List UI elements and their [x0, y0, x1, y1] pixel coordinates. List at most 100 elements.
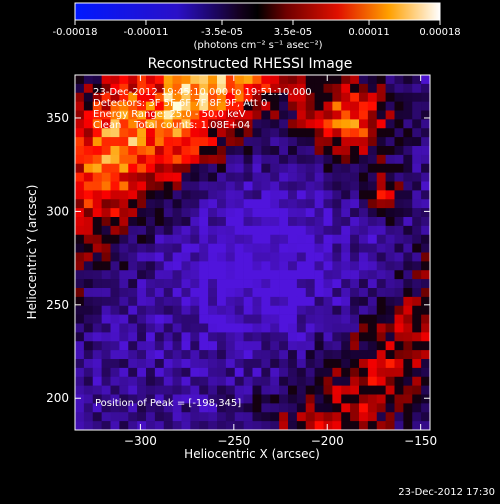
- heatmap-cell: [217, 75, 227, 85]
- heatmap-cell: [261, 261, 271, 271]
- heatmap-cell: [323, 350, 333, 360]
- heatmap-cell: [172, 110, 182, 120]
- heatmap-cell: [350, 403, 360, 413]
- heatmap-cell: [323, 252, 333, 262]
- heatmap-cell: [394, 367, 404, 378]
- heatmap-cell: [288, 314, 298, 324]
- heatmap-cell: [101, 270, 111, 280]
- heatmap-cell: [314, 279, 324, 289]
- heatmap-cell: [217, 359, 227, 369]
- heatmap-cell: [225, 341, 236, 351]
- heatmap-cell: [146, 305, 156, 315]
- heatmap-cell: [208, 288, 218, 298]
- heatmap-cell: [279, 350, 289, 360]
- heatmap-cell: [270, 172, 280, 182]
- heatmap-cell: [314, 92, 324, 102]
- heatmap-cell: [314, 208, 324, 218]
- heatmap-cell: [359, 341, 369, 351]
- heatmap-cell: [83, 350, 94, 360]
- heatmap-cell: [101, 376, 111, 386]
- heatmap-cell: [332, 412, 342, 422]
- heatmap-cell: [261, 332, 271, 342]
- x-tick-label: −250: [217, 434, 250, 448]
- heatmap-cell: [350, 243, 360, 253]
- heatmap-cell: [314, 225, 324, 236]
- heatmap-cell: [270, 394, 280, 404]
- heatmap-image: [75, 75, 431, 431]
- heatmap-cell: [75, 83, 85, 94]
- heatmap-cell: [199, 119, 209, 129]
- heatmap-cell: [376, 75, 386, 85]
- heatmap-cell: [234, 101, 244, 111]
- heatmap-cell: [190, 412, 200, 422]
- heatmap-cell: [288, 146, 298, 156]
- heatmap-cell: [341, 252, 351, 262]
- heatmap-cell: [199, 146, 209, 156]
- heatmap-cell: [376, 234, 386, 244]
- heatmap-cell: [154, 412, 165, 422]
- heatmap-cell: [217, 225, 227, 236]
- heatmap-cell: [208, 279, 218, 289]
- heatmap-cell: [412, 359, 422, 369]
- heatmap-cell: [154, 154, 165, 165]
- heatmap-cell: [252, 279, 262, 289]
- heatmap-cell: [367, 217, 378, 227]
- heatmap-cell: [181, 199, 191, 209]
- heatmap-cell: [332, 270, 342, 280]
- heatmap-cell: [394, 163, 404, 173]
- heatmap-cell: [421, 199, 431, 209]
- heatmap-cell: [359, 208, 369, 218]
- heatmap-cell: [359, 137, 369, 147]
- heatmap-cell: [252, 394, 262, 404]
- heatmap-cell: [92, 119, 102, 129]
- heatmap-cell: [208, 234, 218, 244]
- heatmap-cell: [394, 350, 404, 360]
- heatmap-cell: [350, 421, 360, 431]
- heatmap-cell: [243, 323, 253, 333]
- heatmap-cell: [199, 421, 209, 431]
- heatmap-cell: [83, 83, 94, 94]
- heatmap-cell: [332, 154, 342, 165]
- heatmap-cell: [341, 217, 351, 227]
- heatmap-cell: [279, 128, 289, 138]
- heatmap-cell: [146, 199, 156, 209]
- heatmap-cell: [288, 199, 298, 209]
- heatmap-cell: [101, 288, 111, 298]
- heatmap-cell: [252, 208, 262, 218]
- heatmap-cell: [154, 83, 165, 94]
- heatmap-cell: [163, 288, 173, 298]
- heatmap-cell: [190, 225, 200, 236]
- colorbar-ticks: -0.00018 -0.00011 -3.5e-05 3.5e-05 0.00011 0.…: [53, 20, 461, 38]
- heatmap-cell: [172, 101, 182, 111]
- heatmap-cell: [350, 128, 360, 138]
- heatmap-cell: [261, 217, 271, 227]
- heatmap-cell: [181, 252, 191, 262]
- heatmap-cell: [279, 288, 289, 298]
- heatmap-cell: [110, 403, 120, 413]
- heatmap-cell: [110, 75, 120, 85]
- heatmap-cell: [296, 252, 307, 262]
- heatmap-cell: [146, 190, 156, 200]
- heatmap-cell: [385, 83, 395, 94]
- heatmap-cell: [119, 137, 129, 147]
- heatmap-cell: [83, 412, 94, 422]
- heatmap-cell: [199, 288, 209, 298]
- heatmap-cell: [305, 128, 315, 138]
- heatmap-cell: [385, 412, 395, 422]
- heatmap-cell: [403, 243, 413, 253]
- heatmap-cell: [394, 288, 404, 298]
- heatmap-cell: [110, 296, 120, 307]
- heatmap-cell: [110, 101, 120, 111]
- heatmap-cell: [421, 163, 431, 173]
- heatmap-cell: [163, 376, 173, 386]
- heatmap-cell: [208, 305, 218, 315]
- heatmap-cell: [181, 341, 191, 351]
- heatmap-cell: [350, 323, 360, 333]
- heatmap-cell: [119, 172, 129, 182]
- heatmap-cell: [137, 208, 147, 218]
- heatmap-cell: [394, 305, 404, 315]
- heatmap-cell: [119, 367, 129, 378]
- heatmap-cell: [305, 350, 315, 360]
- heatmap-cell: [421, 385, 431, 395]
- heatmap-cell: [101, 350, 111, 360]
